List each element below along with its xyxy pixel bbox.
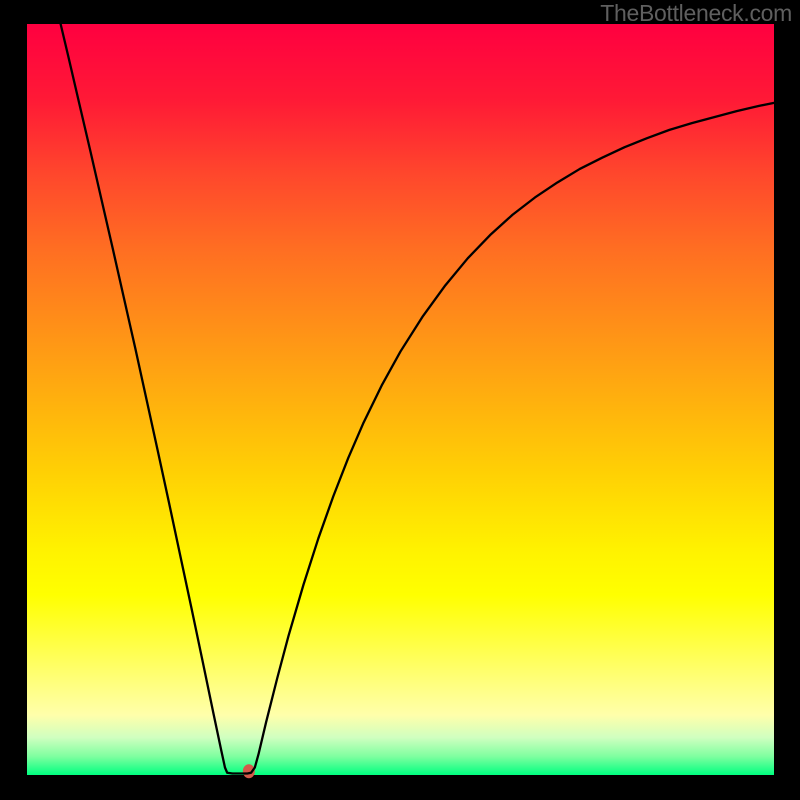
bottleneck-chart-svg	[0, 0, 800, 800]
plot-gradient-background	[27, 24, 774, 775]
chart-container: TheBottleneck.com	[0, 0, 800, 800]
